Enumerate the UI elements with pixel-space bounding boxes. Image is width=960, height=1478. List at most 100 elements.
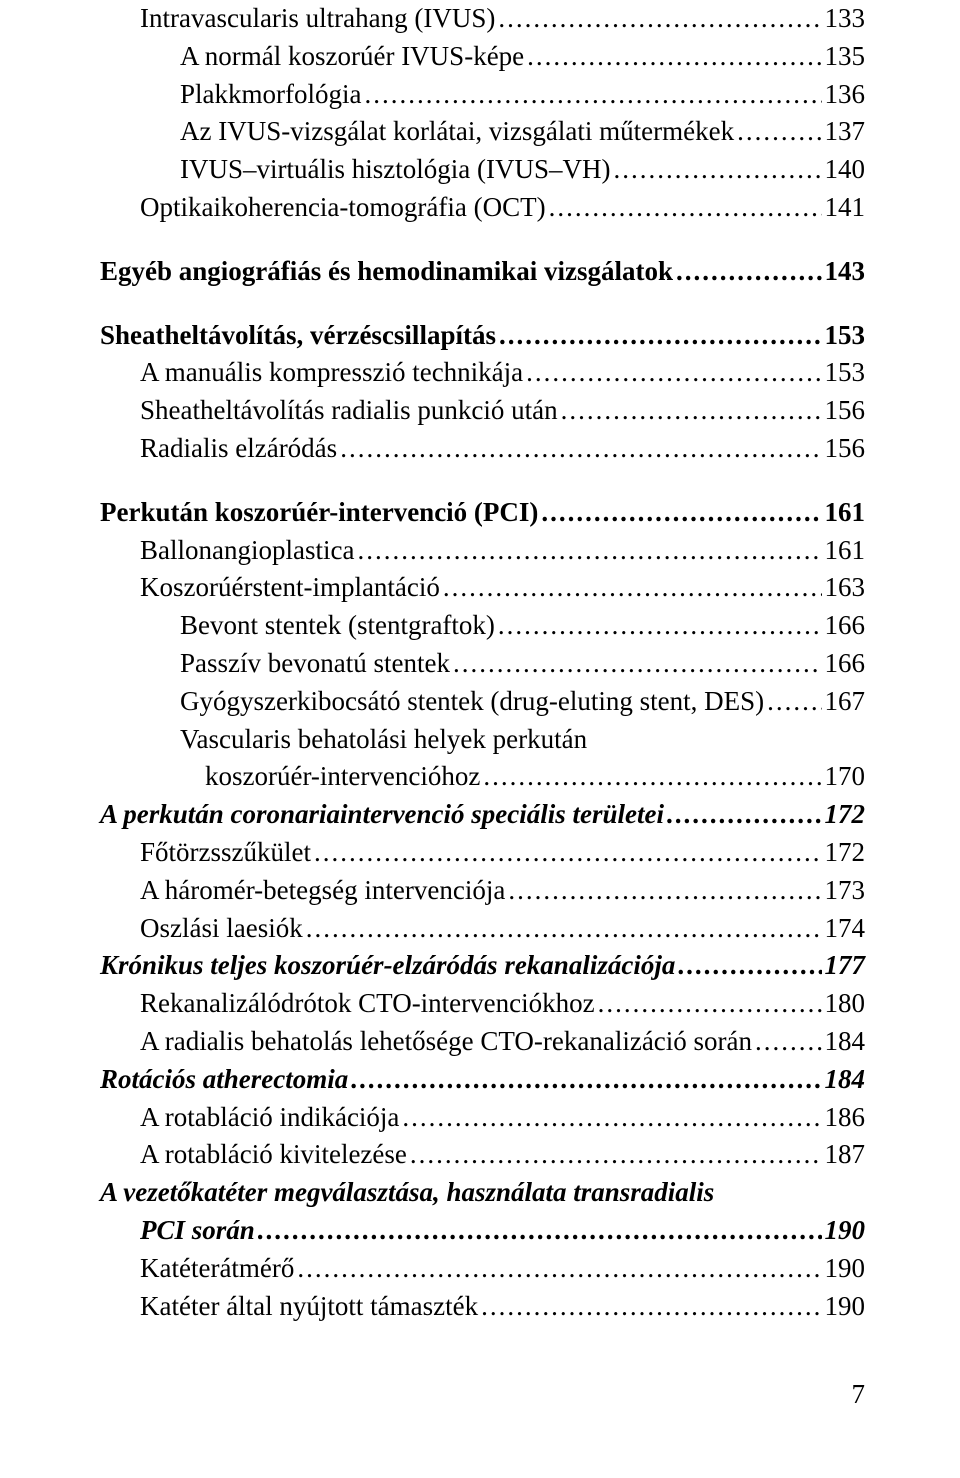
toc-entry-label: Optikaikoherencia-tomográfia (OCT) <box>140 189 546 227</box>
toc-entry: Ballonangioplastica 161 <box>140 532 865 570</box>
toc-entry: A normál koszorúér IVUS-képe 135 <box>180 38 865 76</box>
toc-entry-page: 156 <box>825 392 866 430</box>
toc-entry-page: 180 <box>825 985 866 1023</box>
toc-entry: Gyógyszerkibocsátó stentek (drug-eluting… <box>180 683 865 721</box>
toc-entry-label: Intravascularis ultrahang (IVUS) <box>140 0 495 38</box>
toc-entry: Krónikus teljes koszorúér-elzáródás reka… <box>100 947 865 985</box>
toc-leader-dots <box>526 354 821 392</box>
toc-entry: A háromér-betegség intervenciója 173 <box>140 872 865 910</box>
toc-entry-page: 190 <box>825 1212 866 1250</box>
toc-leader-dots <box>351 1061 821 1099</box>
toc-entry: Sheatheltávolítás radialis punkció után … <box>140 392 865 430</box>
toc-entry-page: 187 <box>825 1136 866 1174</box>
toc-entry-label: Oszlási laesiók <box>140 910 303 948</box>
toc-entry-label: Perkután koszorúér-intervenció (PCI) <box>100 494 538 532</box>
toc-leader-dots <box>453 645 822 683</box>
toc-entry-page: 172 <box>825 796 866 834</box>
toc-entry-label: Katéter által nyújtott támaszték <box>140 1288 478 1326</box>
toc-entry-label: Plakkmorfológia <box>180 76 361 114</box>
toc-entry-page: 153 <box>825 354 866 392</box>
toc-entry-page: 167 <box>825 683 866 721</box>
document-page: Intravascularis ultrahang (IVUS) 133A no… <box>0 0 960 1478</box>
toc-entry-continuation: PCI során 190 <box>140 1212 865 1250</box>
toc-leader-dots <box>767 683 821 721</box>
toc-leader-dots <box>483 758 821 796</box>
toc-entry-label: PCI során <box>140 1212 255 1250</box>
toc-entry-page: 156 <box>825 430 866 468</box>
toc-entry-page: 172 <box>825 834 866 872</box>
toc-entry-page: 170 <box>825 758 866 796</box>
toc-entry-page: 133 <box>825 0 866 38</box>
toc-entry: Plakkmorfológia 136 <box>180 76 865 114</box>
toc-entry: Főtörzsszűkület 172 <box>140 834 865 872</box>
toc-entry: Vascularis behatolási helyek perkután <box>180 721 865 759</box>
toc-leader-dots <box>613 151 821 189</box>
toc-entry-label: A manuális kompresszió technikája <box>140 354 523 392</box>
page-number: 7 <box>852 1379 866 1410</box>
toc-entry: A rotabláció kivitelezése 187 <box>140 1136 865 1174</box>
toc-leader-dots <box>678 947 821 985</box>
toc-entry: A radialis behatolás lehetősége CTO-reka… <box>140 1023 865 1061</box>
toc-entry: A vezetőkatéter megválasztása, használat… <box>100 1174 865 1212</box>
toc-leader-dots <box>443 569 822 607</box>
toc-entry-label: Gyógyszerkibocsátó stentek (drug-eluting… <box>180 683 764 721</box>
toc-entry-label: IVUS–virtuális hisztológia (IVUS–VH) <box>180 151 610 189</box>
toc-entry-label: A háromér-betegség intervenciója <box>140 872 505 910</box>
toc-leader-dots <box>499 317 822 355</box>
toc-entry-label: Sheatheltávolítás radialis punkció után <box>140 392 558 430</box>
toc-entry-page: 184 <box>825 1061 866 1099</box>
table-of-contents: Intravascularis ultrahang (IVUS) 133A no… <box>100 0 865 1325</box>
toc-entry: A perkután coronariaintervenció speciáli… <box>100 796 865 834</box>
toc-entry-label: Egyéb angiográfiás és hemodinamikai vizs… <box>100 253 673 291</box>
toc-entry: Intravascularis ultrahang (IVUS) 133 <box>140 0 865 38</box>
toc-leader-dots <box>306 910 822 948</box>
toc-gap <box>100 227 865 253</box>
toc-leader-dots <box>755 1023 821 1061</box>
toc-entry-page: 141 <box>825 189 866 227</box>
toc-leader-dots <box>737 113 821 151</box>
toc-entry-label: Sheatheltávolítás, vérzéscsillapítás <box>100 317 496 355</box>
toc-leader-dots <box>498 607 822 645</box>
toc-entry: Rotációs atherectomia 184 <box>100 1061 865 1099</box>
toc-entry-page: 163 <box>825 569 866 607</box>
toc-entry-page: 186 <box>825 1099 866 1137</box>
toc-entry: Sheatheltávolítás, vérzéscsillapítás 153 <box>100 317 865 355</box>
toc-entry-label: Ballonangioplastica <box>140 532 354 570</box>
toc-entry-label: Az IVUS-vizsgálat korlátai, vizsgálati m… <box>180 113 734 151</box>
toc-entry-label: A radialis behatolás lehetősége CTO-reka… <box>140 1023 752 1061</box>
toc-entry-page: 137 <box>825 113 866 151</box>
toc-entry-label: Katéterátmérő <box>140 1250 294 1288</box>
toc-leader-dots <box>561 392 822 430</box>
toc-entry-page: 161 <box>825 532 866 570</box>
toc-entry-label: Vascularis behatolási helyek perkután <box>180 721 587 759</box>
toc-leader-dots <box>410 1136 822 1174</box>
toc-entry-page: 173 <box>825 872 866 910</box>
toc-entry: Optikaikoherencia-tomográfia (OCT) 141 <box>140 189 865 227</box>
toc-leader-dots <box>541 494 821 532</box>
toc-entry-continuation: koszorúér-intervencióhoz 170 <box>205 758 865 796</box>
toc-leader-dots <box>297 1250 821 1288</box>
toc-entry-page: 140 <box>825 151 866 189</box>
toc-entry-page: 190 <box>825 1288 866 1326</box>
toc-entry: Radialis elzáródás 156 <box>140 430 865 468</box>
toc-entry-page: 166 <box>825 645 866 683</box>
toc-entry-page: 166 <box>825 607 866 645</box>
toc-entry: Oszlási laesiók 174 <box>140 910 865 948</box>
toc-entry-label: koszorúér-intervencióhoz <box>205 758 480 796</box>
toc-entry-label: Bevont stentek (stentgraftok) <box>180 607 495 645</box>
toc-entry-page: 136 <box>825 76 866 114</box>
toc-entry: Katéter által nyújtott támaszték 190 <box>140 1288 865 1326</box>
toc-entry-label: A vezetőkatéter megválasztása, használat… <box>100 1174 714 1212</box>
toc-leader-dots <box>667 796 821 834</box>
toc-entry-label: A rotabláció indikációja <box>140 1099 399 1137</box>
toc-entry-label: A rotabláció kivitelezése <box>140 1136 407 1174</box>
toc-entry-label: Főtörzsszűkület <box>140 834 311 872</box>
toc-gap <box>100 291 865 317</box>
toc-entry: Bevont stentek (stentgraftok) 166 <box>180 607 865 645</box>
toc-entry: Az IVUS-vizsgálat korlátai, vizsgálati m… <box>180 113 865 151</box>
toc-entry: Egyéb angiográfiás és hemodinamikai vizs… <box>100 253 865 291</box>
toc-entry: Rekanalizálódrótok CTO-intervenciókhoz 1… <box>140 985 865 1023</box>
toc-leader-dots <box>357 532 821 570</box>
toc-leader-dots <box>508 872 821 910</box>
toc-leader-dots <box>549 189 822 227</box>
